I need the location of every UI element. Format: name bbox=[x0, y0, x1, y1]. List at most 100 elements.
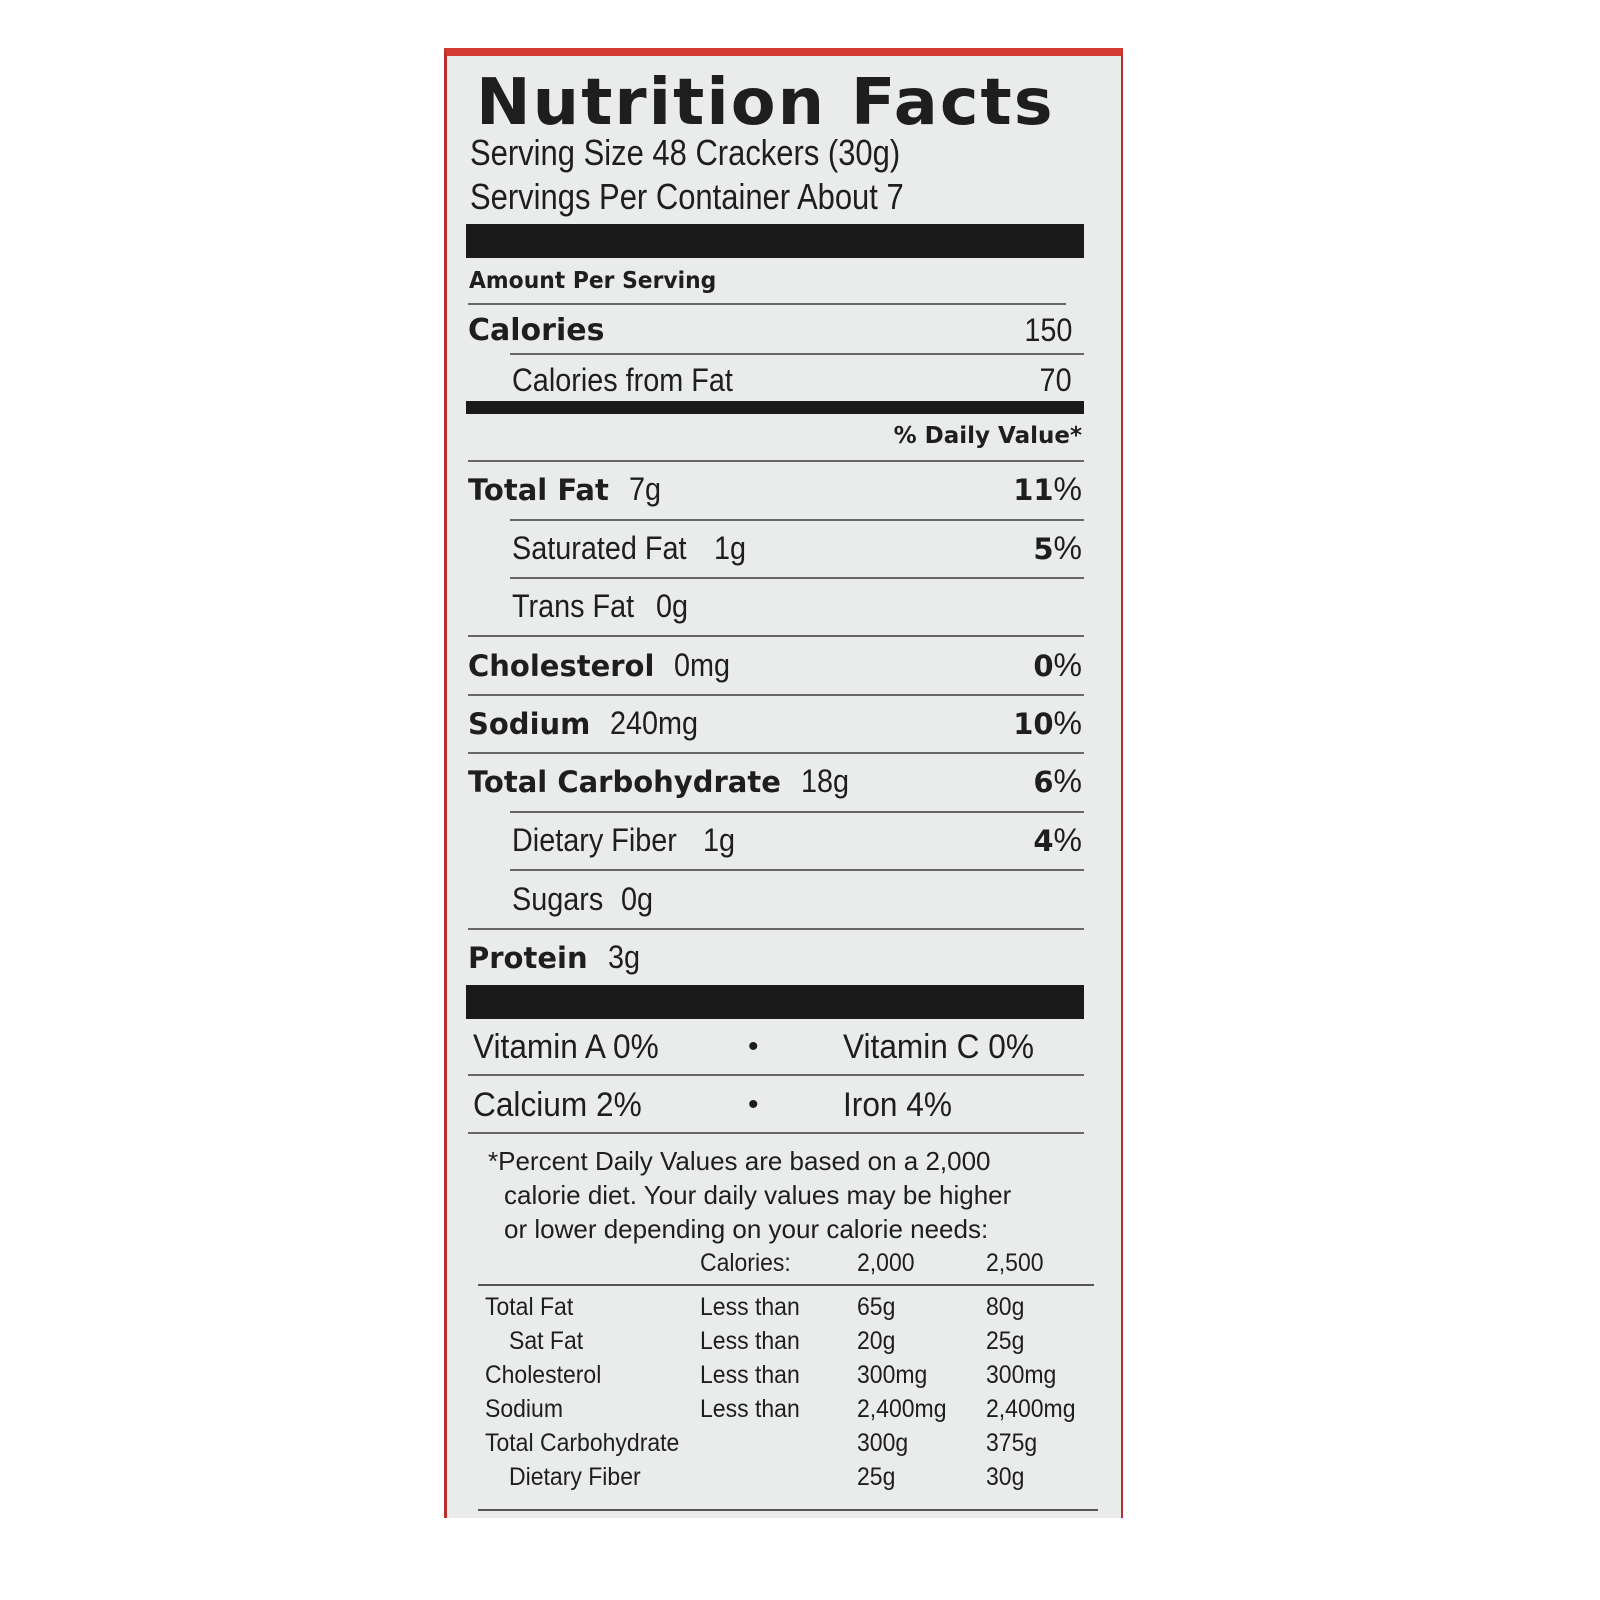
nutrient-name: Sugars 0g bbox=[512, 881, 657, 918]
reference-header-cell: 2,500 bbox=[986, 1249, 1044, 1277]
bullet: • bbox=[748, 1088, 759, 1121]
divider bbox=[510, 577, 1084, 579]
nutrient-name: Dietary Fiber 1g bbox=[512, 822, 739, 859]
daily-value-header: % Daily Value* bbox=[893, 423, 1082, 449]
percent-sign: % bbox=[1053, 470, 1082, 507]
reference-cell: 80g bbox=[986, 1293, 1025, 1321]
nutrient-name: Cholesterol 0mg bbox=[468, 647, 737, 684]
reference-cell: 300g bbox=[857, 1429, 909, 1457]
reference-cell: Less than bbox=[700, 1395, 800, 1423]
nutrient-name: Trans Fat 0g bbox=[512, 588, 691, 625]
divider bbox=[468, 303, 1066, 305]
divider bbox=[468, 1074, 1084, 1076]
nutrient-label: Protein bbox=[468, 940, 588, 975]
reference-cell: 30g bbox=[986, 1463, 1025, 1491]
vitamin-right: Iron 4% bbox=[843, 1085, 952, 1124]
percent-sign: % bbox=[1053, 704, 1082, 741]
servings-per-container: Servings Per Container About 7 bbox=[470, 176, 904, 217]
daily-value-number: 4 bbox=[1033, 823, 1054, 858]
nutrient-amount: 18g bbox=[800, 762, 849, 799]
nutrition-label bbox=[444, 48, 1123, 1518]
nutrient-daily-value: 11% bbox=[1013, 471, 1082, 508]
nutrient-name: Saturated Fat 1g bbox=[512, 530, 749, 567]
divider bbox=[510, 811, 1084, 813]
daily-value-number: 5 bbox=[1033, 531, 1054, 566]
nutrient-row: Sugars 0g bbox=[512, 874, 1082, 924]
divider bbox=[468, 1132, 1084, 1134]
nutrient-label: Saturated Fat bbox=[512, 529, 687, 566]
nutrient-row: Sodium 240mg 10% bbox=[468, 698, 1082, 748]
nutrient-row: Total Fat 7g 11% bbox=[468, 464, 1082, 514]
reference-cell: 25g bbox=[986, 1327, 1025, 1355]
vitamin-right: Vitamin C 0% bbox=[843, 1027, 1034, 1066]
nutrient-label: Total Fat bbox=[468, 472, 609, 507]
nutrient-daily-value: 10% bbox=[1013, 705, 1082, 742]
divider bbox=[468, 635, 1084, 637]
nutrient-name: Sodium 240mg bbox=[468, 705, 708, 742]
percent-sign: % bbox=[1053, 821, 1082, 858]
reference-cell: Less than bbox=[700, 1361, 800, 1389]
reference-cell: Cholesterol bbox=[485, 1361, 602, 1389]
divider bbox=[468, 460, 1084, 462]
divider bbox=[468, 694, 1084, 696]
vitamin-row: Vitamin A 0% • Vitamin C 0% bbox=[468, 1022, 1082, 1072]
nutrient-row: Protein 3g bbox=[468, 932, 1082, 982]
daily-value-number: 10 bbox=[1013, 706, 1054, 741]
thick-divider bbox=[466, 985, 1084, 1019]
nutrient-name: Total Fat 7g bbox=[468, 471, 664, 508]
nutrient-amount: 7g bbox=[628, 470, 661, 507]
divider bbox=[468, 752, 1084, 754]
percent-sign: % bbox=[1053, 646, 1082, 683]
daily-value-number: 11 bbox=[1013, 472, 1054, 507]
nutrient-daily-value: 6% bbox=[1033, 763, 1082, 800]
medium-divider bbox=[466, 401, 1084, 414]
calories-value: 150 bbox=[1023, 311, 1072, 348]
reference-cell: Less than bbox=[700, 1327, 800, 1355]
nutrient-row: Cholesterol 0mg 0% bbox=[468, 640, 1082, 690]
amount-per-serving: Amount Per Serving bbox=[469, 268, 717, 294]
reference-cell: 2,400mg bbox=[986, 1395, 1076, 1423]
thick-divider bbox=[466, 224, 1084, 258]
nutrient-name: Total Carbohydrate 18g bbox=[468, 763, 854, 800]
nutrient-row: Total Carbohydrate 18g 6% bbox=[468, 756, 1082, 806]
bullet: • bbox=[748, 1030, 759, 1063]
nutrient-row: Dietary Fiber 1g 4% bbox=[512, 815, 1082, 865]
daily-value-number: 6 bbox=[1033, 764, 1054, 799]
label-title: Nutrition Facts bbox=[476, 66, 1055, 140]
nutrient-amount: 0g bbox=[655, 587, 688, 624]
vitamin-left: Vitamin A 0% bbox=[473, 1027, 659, 1066]
nutrient-amount: 1g bbox=[703, 821, 736, 858]
footnote-line: or lower depending on your calorie needs… bbox=[504, 1214, 989, 1244]
nutrient-name: Protein 3g bbox=[468, 939, 643, 976]
divider bbox=[510, 519, 1084, 521]
reference-cell: 25g bbox=[857, 1463, 896, 1491]
nutrient-amount: 0mg bbox=[674, 646, 731, 683]
divider bbox=[468, 928, 1084, 930]
reference-cell: Total Fat bbox=[485, 1293, 574, 1321]
reference-cell: 2,400mg bbox=[857, 1395, 947, 1423]
nutrient-amount: 0g bbox=[621, 880, 654, 917]
reference-cell: 300mg bbox=[857, 1361, 928, 1389]
footnote-line: *Percent Daily Values are based on a 2,0… bbox=[488, 1146, 991, 1176]
calories-from-fat-row: Calories from Fat 70 bbox=[512, 355, 1082, 405]
nutrient-label: Sugars bbox=[512, 880, 604, 917]
percent-sign: % bbox=[1053, 529, 1082, 566]
nutrient-daily-value: 4% bbox=[1033, 822, 1082, 859]
nutrient-daily-value: 5% bbox=[1033, 530, 1082, 567]
calories-from-fat-label: Calories from Fat bbox=[512, 361, 733, 398]
reference-cell: 300mg bbox=[986, 1361, 1057, 1389]
nutrient-row: Trans Fat 0g bbox=[512, 581, 1082, 631]
reference-cell: Sodium bbox=[485, 1395, 563, 1423]
divider bbox=[478, 1284, 1094, 1286]
nutrient-row: Saturated Fat 1g 5% bbox=[512, 523, 1082, 573]
daily-value-number: 0 bbox=[1033, 648, 1054, 683]
reference-cell: 20g bbox=[857, 1327, 896, 1355]
nutrient-amount: 1g bbox=[713, 529, 746, 566]
footnote-line: calorie diet. Your daily values may be h… bbox=[504, 1180, 1012, 1210]
nutrient-amount: 240mg bbox=[610, 704, 699, 741]
calories-label: Calories bbox=[468, 312, 605, 348]
reference-header-cell: 2,000 bbox=[857, 1249, 915, 1277]
reference-cell: Less than bbox=[700, 1293, 800, 1321]
nutrient-label: Total Carbohydrate bbox=[468, 764, 781, 799]
reference-cell: Total Carbohydrate bbox=[485, 1429, 680, 1457]
